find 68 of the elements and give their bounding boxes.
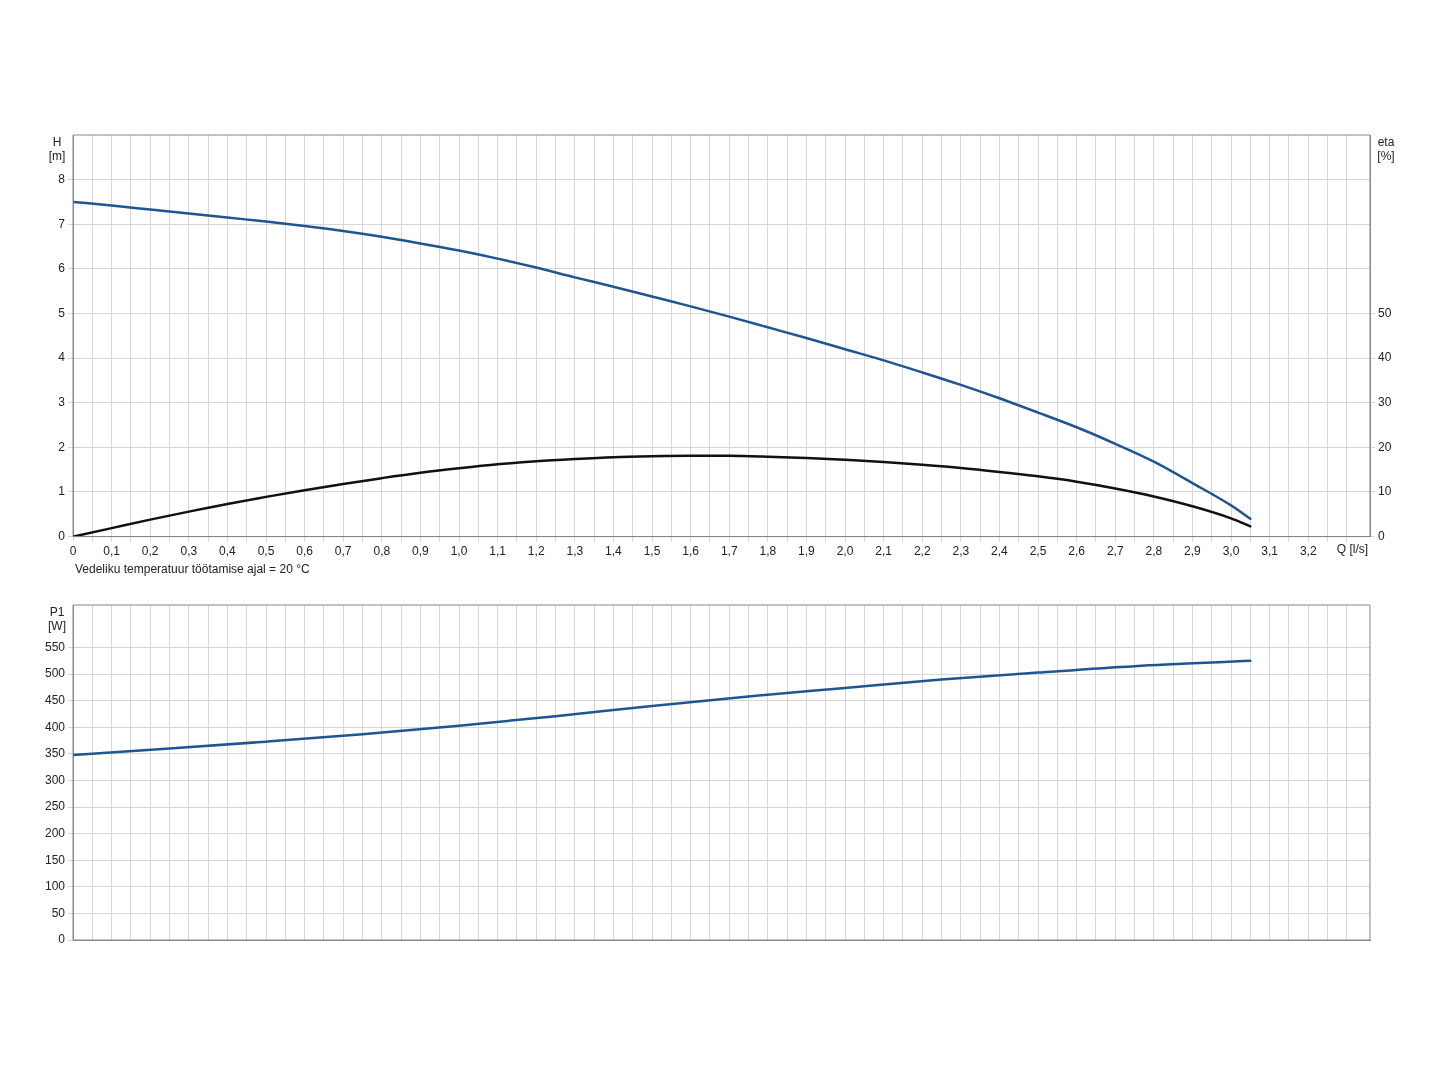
x-tick-label: 2,7 (1106, 544, 1124, 559)
x-tick-label: 1,7 (720, 544, 738, 559)
x-tick-label: 2,5 (1029, 544, 1047, 559)
y-tick-label: 100 (44, 879, 66, 894)
y-tick-label: 50 (51, 905, 66, 920)
y2-tick-label: 0 (1378, 528, 1385, 543)
x-tick-label: 1,3 (566, 544, 584, 559)
y2-tick-label: 50 (1378, 305, 1392, 320)
y2-tick-label: 30 (1378, 395, 1392, 410)
line-series (73, 659, 1252, 757)
y-tick-label: 6 (58, 261, 66, 276)
line-series (73, 200, 1252, 520)
y-tick-label: 1 (58, 484, 66, 499)
y-tick-label: 2 (58, 439, 66, 454)
x-tick-label: 1,1 (489, 544, 507, 559)
x-tick-label: 3,2 (1299, 544, 1317, 559)
x-tick-label: 0,7 (334, 544, 352, 559)
x-tick-label: 3,0 (1222, 544, 1240, 559)
x-tick-label: 1,2 (527, 544, 545, 559)
x-tick-label: 0,9 (412, 544, 430, 559)
x-tick-label: 0 (69, 544, 77, 559)
x-tick-label: 3,1 (1261, 544, 1279, 559)
text: Vedeliku temperatuur töötamise ajal = 20 °C (75, 561, 310, 576)
y-tick-label: 5 (58, 305, 66, 320)
y-tick-label: 7 (58, 216, 66, 231)
x-tick-label: 2,6 (1068, 544, 1086, 559)
x-tick-label: 1,5 (643, 544, 661, 559)
x-tick-label: 1,8 (759, 544, 777, 559)
x-tick-label: 1,4 (605, 544, 623, 559)
x-axis-title: Q [l/s] (1336, 541, 1369, 556)
x-tick-label: 2,1 (875, 544, 893, 559)
x-tick-label: 1,0 (450, 544, 468, 559)
y-tick-label: 0 (58, 528, 66, 543)
y2-tick-label: 20 (1378, 439, 1392, 454)
x-tick-label: 2,9 (1184, 544, 1202, 559)
y-tick-label: 3 (58, 395, 66, 410)
y-tick-label: 4 (58, 350, 66, 365)
y-tick-label: 250 (44, 799, 66, 814)
y-tick-label: 150 (44, 852, 66, 867)
x-tick-label: 0,5 (257, 544, 275, 559)
x-tick-label: 1,9 (798, 544, 816, 559)
y-tick-label: 350 (44, 746, 66, 761)
x-tick-label: 2,2 (913, 544, 931, 559)
y-tick-label: 550 (44, 639, 66, 654)
x-tick-label: 0,8 (373, 544, 391, 559)
y-axis-title: P1 [W] (48, 605, 66, 634)
x-tick-label: 2,0 (836, 544, 854, 559)
y-tick-label: 500 (44, 666, 66, 681)
y2-tick-label: 10 (1378, 484, 1392, 499)
x-tick-label: 0,2 (141, 544, 159, 559)
x-tick-label: 2,8 (1145, 544, 1163, 559)
y-tick-label: 300 (44, 772, 66, 787)
x-tick-label: 0,3 (180, 544, 198, 559)
y2-tick-label: 40 (1378, 350, 1392, 365)
x-tick-label: 1,6 (682, 544, 700, 559)
y-tick-label: 8 (58, 171, 66, 186)
y-tick-label: 0 (58, 932, 66, 947)
x-tick-label: 0,4 (219, 544, 237, 559)
y-tick-label: 450 (44, 693, 66, 708)
x-tick-label: 0,6 (296, 544, 314, 559)
y2-axis-title: eta [%] (1377, 135, 1395, 164)
line-series (73, 454, 1252, 537)
y-tick-label: 200 (44, 825, 66, 840)
y-axis-title: H [m] (48, 135, 66, 164)
y-tick-label: 400 (44, 719, 66, 734)
x-tick-label: 2,3 (952, 544, 970, 559)
x-tick-label: 0,1 (103, 544, 121, 559)
x-tick-label: 2,4 (991, 544, 1009, 559)
